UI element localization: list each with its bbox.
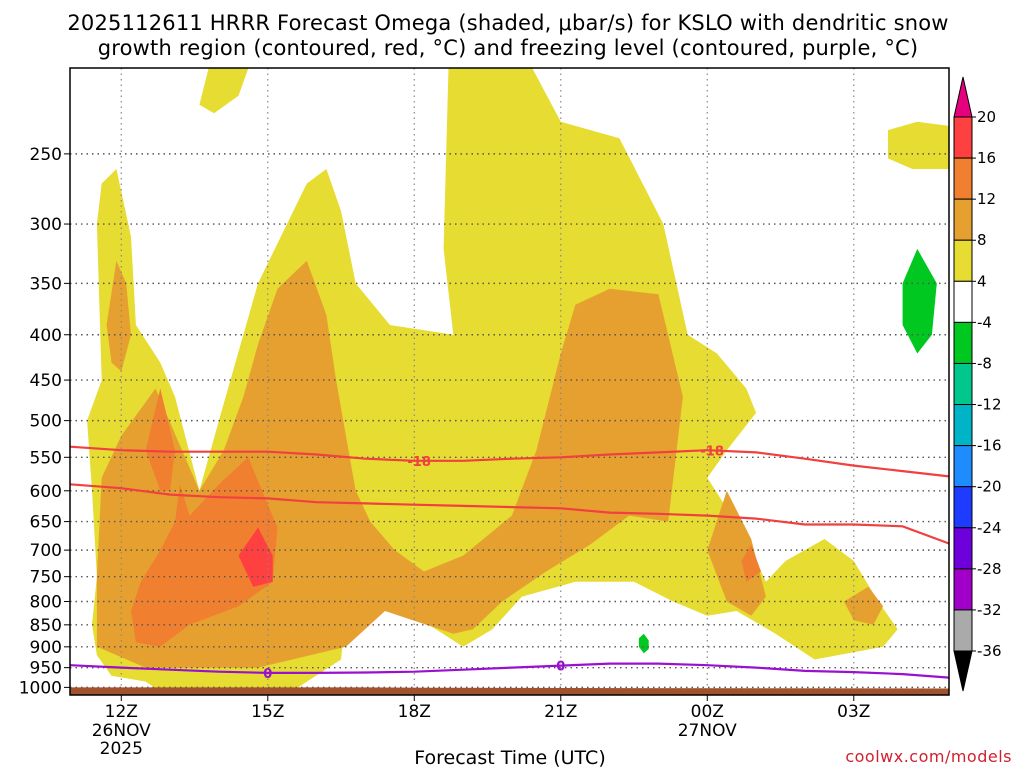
plot-frame: [69, 67, 950, 696]
dgz-contour-label-1: -18: [700, 444, 724, 459]
terrain-layer: [70, 687, 949, 695]
dgz-upper-contour: [70, 445, 949, 478]
colorbar-label--8: -8: [977, 354, 992, 372]
colorbar-label--32: -32: [977, 601, 1002, 619]
x-tick-date-12Z: 26NOV: [92, 721, 151, 741]
colorbar-label--36: -36: [977, 642, 1002, 660]
omega-shading: [87, 68, 949, 692]
colorbar-label-20: 20: [977, 108, 996, 126]
colorbar-segment-9: [953, 486, 973, 529]
y-axis-ticks: 2503003504004505005506006507007508008509…: [19, 145, 70, 698]
colorbar-segment-10: [953, 527, 973, 570]
y-tick-label-450: 450: [30, 371, 62, 391]
plot-area: -18 -18 0 0: [70, 68, 949, 695]
x-tick-label-15Z: 15Z: [251, 702, 284, 722]
colorbar-segment-3: [953, 239, 973, 282]
x-tick-label-00Z: 00Z: [691, 702, 724, 722]
colorbar-label-8: 8: [977, 231, 987, 249]
colorbar-segment-12: [953, 609, 973, 652]
x-tick-label-03Z: 03Z: [837, 702, 870, 722]
omega-region-9: [741, 544, 761, 582]
colorbar-label-12: 12: [977, 190, 996, 208]
colorbar-segment-0: [953, 116, 973, 159]
y-tick-label-700: 700: [30, 541, 62, 561]
colorbar-label--12: -12: [977, 396, 1002, 414]
colorbar-label--4: -4: [977, 313, 992, 331]
colorbar-segment-1: [953, 157, 973, 200]
credit-text: coolwx.com/models: [845, 747, 1012, 766]
x-tick-year-12Z: 2025: [100, 739, 143, 759]
y-tick-label-750: 750: [30, 568, 62, 588]
y-tick-label-250: 250: [30, 145, 62, 165]
fzl-contour-label-1: 0: [556, 660, 565, 675]
omega-region-5: [707, 490, 766, 616]
y-tick-label-1000: 1000: [19, 678, 62, 698]
y-tick-label-400: 400: [30, 326, 62, 346]
x-tick-label-21Z: 21Z: [544, 702, 577, 722]
colorbar-label--28: -28: [977, 560, 1002, 578]
x-axis-label: Forecast Time (UTC): [414, 747, 605, 768]
chart-title-line-2: growth region (contoured, red, °C) and f…: [98, 36, 919, 60]
omega-region-7: [131, 457, 278, 647]
contour-lines: -18 -18 0 0: [70, 444, 949, 682]
omega-region-10: [238, 527, 273, 587]
omega-region-11: [902, 248, 937, 354]
omega-region-1: [199, 68, 249, 114]
omega-region-2: [888, 121, 949, 169]
colorbar-segment-6: [953, 362, 973, 406]
y-tick-label-300: 300: [30, 215, 62, 235]
colorbar-label--24: -24: [977, 519, 1002, 537]
colorbar-segment-4: [953, 280, 973, 323]
y-tick-label-950: 950: [30, 659, 62, 679]
y-tick-label-550: 550: [30, 448, 62, 468]
y-tick-label-800: 800: [30, 593, 62, 613]
colorbar-segment-11: [953, 568, 973, 611]
colorbar-label--20: -20: [977, 478, 1002, 496]
freezing-level-contour: [70, 662, 949, 679]
y-tick-label-600: 600: [30, 482, 62, 502]
colorbar-label--16: -16: [977, 437, 1002, 455]
x-tick-label-18Z: 18Z: [398, 702, 431, 722]
y-tick-label-900: 900: [30, 638, 62, 658]
colorbar-label-4: 4: [977, 272, 987, 290]
colorbar-segment-5: [953, 321, 973, 364]
y-tick-label-850: 850: [30, 616, 62, 636]
colorbar-segment-2: [953, 198, 973, 241]
y-tick-label-350: 350: [30, 274, 62, 294]
colorbar-segment-8: [953, 445, 973, 488]
omega-region-8: [145, 388, 175, 491]
colorbar-bottom-arrow: [953, 650, 973, 692]
x-tick-date-00Z: 27NOV: [678, 721, 737, 741]
fzl-contour-label-0: 0: [263, 667, 272, 682]
y-tick-label-500: 500: [30, 412, 62, 432]
colorbar-top-arrow: [953, 76, 973, 118]
y-tick-label-650: 650: [30, 513, 62, 533]
colorbar-label-16: 16: [977, 149, 996, 167]
colorbar-segment-7: [953, 404, 973, 447]
chart-title-line-1: 2025112611 HRRR Forecast Omega (shaded, …: [67, 11, 948, 35]
colorbar: 20 16 12 8 4 -4 -8 -12 -16 -20 -24 -28 -32 -36: [953, 76, 1002, 692]
dgz-contour-label-0: -18: [407, 455, 431, 470]
omega-region-12: [638, 633, 649, 654]
x-tick-label-12Z: 12Z: [105, 702, 138, 722]
dgz-lower-contour: [70, 483, 949, 545]
omega-region-4: [106, 260, 131, 372]
terrain-fill: [70, 687, 949, 695]
